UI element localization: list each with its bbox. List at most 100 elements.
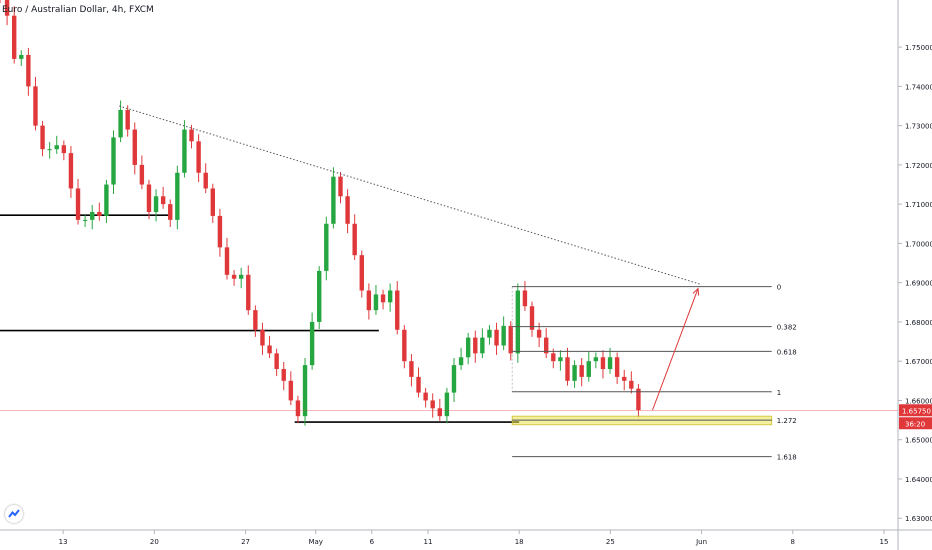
candle: [153, 196, 159, 212]
candle: [253, 310, 258, 330]
candle: [317, 270, 322, 322]
projection-arrow[interactable]: [651, 288, 699, 411]
fib-level-label: 1.618: [777, 454, 797, 462]
candle: [395, 290, 400, 330]
candle: [231, 274, 237, 279]
candle: [267, 345, 272, 354]
tradingview-logo-icon[interactable]: [5, 505, 23, 523]
candle: [33, 86, 38, 126]
x-tick-label: 25: [606, 538, 615, 546]
candle: [40, 125, 45, 150]
candle: [480, 337, 485, 354]
candle: [302, 365, 308, 417]
trendline[interactable]: [119, 105, 702, 286]
candle: [19, 54, 24, 59]
candle: [75, 188, 81, 220]
price-badge-value: 1.65750: [902, 407, 931, 415]
x-tick-label: 13: [59, 538, 68, 546]
candle: [90, 212, 95, 220]
candle: [196, 141, 201, 173]
candle: [515, 290, 521, 354]
candle: [118, 109, 123, 138]
x-tick-label: 27: [241, 538, 250, 546]
candle: [366, 290, 372, 311]
x-tick-label: Jun: [695, 538, 707, 546]
candle: [260, 329, 265, 346]
candle: [572, 365, 577, 381]
candle: [47, 149, 52, 151]
candle: [359, 255, 364, 291]
y-tick-label: 1.73000: [905, 123, 932, 131]
fib-level-label: 1: [777, 389, 781, 397]
candle: [175, 172, 180, 220]
candle: [274, 353, 279, 370]
candle: [288, 380, 294, 401]
y-tick-label: 1.65000: [905, 437, 932, 445]
candle: [246, 274, 251, 311]
candle: [544, 337, 549, 354]
y-tick-label: 1.74000: [905, 83, 932, 91]
y-tick-label: 1.64000: [905, 476, 932, 484]
candle: [160, 196, 166, 205]
candle: [338, 176, 343, 197]
candle: [622, 376, 627, 381]
candle: [125, 109, 130, 130]
candle: [309, 321, 315, 366]
candle: [402, 329, 407, 362]
y-tick-label: 1.75000: [905, 44, 932, 52]
candle: [536, 329, 542, 338]
fib-level-label: 1.272: [777, 417, 797, 425]
candle: [54, 145, 59, 150]
candle: [111, 137, 116, 185]
x-tick-label: 18: [515, 538, 524, 546]
y-tick-label: 1.68000: [905, 319, 932, 327]
x-tick-label: 6: [370, 538, 375, 546]
candle: [629, 380, 634, 389]
candle: [331, 176, 336, 224]
candle: [345, 196, 350, 224]
x-tick-label: 15: [880, 538, 889, 546]
candle: [465, 337, 471, 358]
candle: [423, 392, 428, 401]
y-tick-label: 1.69000: [905, 280, 932, 288]
x-tick-label: 8: [791, 538, 795, 546]
candle: [132, 129, 137, 165]
candle: [444, 392, 450, 417]
candle: [565, 357, 570, 381]
candle: [380, 294, 386, 303]
fib-level-label: 0.382: [777, 324, 797, 332]
candle: [210, 188, 216, 216]
candle: [473, 337, 478, 354]
candle: [82, 219, 88, 221]
candle: [224, 247, 230, 275]
fib-level-label: 0: [777, 284, 781, 292]
x-tick-label: 11: [423, 538, 432, 546]
candle: [238, 274, 244, 279]
candle: [189, 129, 194, 142]
candle: [593, 357, 599, 362]
candle: [437, 408, 443, 417]
price-badge: [899, 404, 932, 417]
candle: [430, 400, 435, 409]
candle: [600, 357, 606, 370]
candle: [614, 357, 620, 377]
candle: [168, 204, 173, 220]
candle: [551, 353, 556, 362]
y-tick-label: 1.67000: [905, 358, 932, 366]
candle: [508, 325, 513, 354]
countdown-badge-value: 36:20: [905, 420, 925, 428]
candle: [324, 223, 329, 271]
y-tick-label: 1.63000: [905, 515, 932, 523]
candle: [203, 172, 208, 189]
x-tick-label: May: [308, 538, 322, 546]
x-tick-label: 20: [150, 538, 159, 546]
candle: [352, 223, 357, 256]
candle: [68, 153, 74, 189]
candle: [182, 129, 187, 173]
candle: [607, 357, 613, 370]
candle: [529, 306, 535, 330]
y-tick-label: 1.71000: [905, 201, 932, 209]
projection-arrow-head: [692, 287, 700, 296]
